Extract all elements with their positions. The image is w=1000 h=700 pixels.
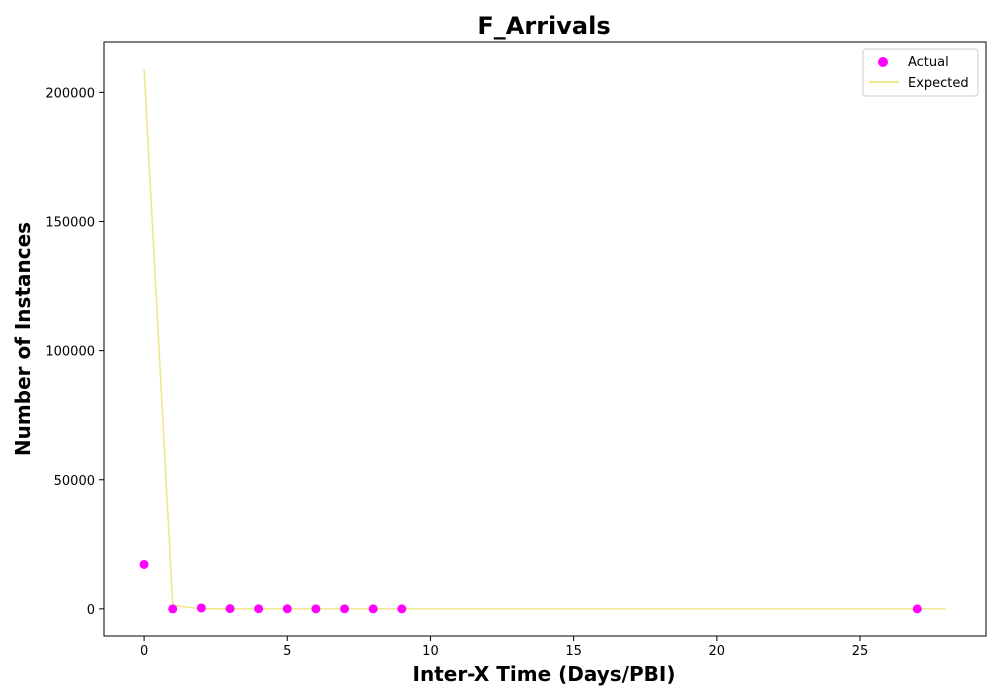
y-tick-label: 50000 (54, 474, 95, 489)
x-tick-label: 5 (283, 644, 291, 659)
x-tick-label: 0 (140, 644, 148, 659)
y-axis-label: Number of Instances (11, 222, 35, 456)
y-tick-label: 200000 (45, 86, 95, 101)
x-tick-label: 15 (565, 644, 582, 659)
plot-area (103, 41, 987, 637)
chart-title: F_Arrivals (477, 12, 610, 40)
y-tick-label: 0 (87, 603, 95, 618)
actual-point (368, 604, 378, 614)
x-tick-label: 25 (852, 644, 869, 659)
actual-point (168, 604, 178, 614)
legend-expected-label: Expected (908, 76, 969, 91)
actual-point (311, 604, 321, 614)
actual-point (282, 604, 292, 614)
actual-point (912, 604, 922, 614)
actual-point (397, 604, 407, 614)
x-axis-label: Inter-X Time (Days/PBI) (413, 662, 676, 686)
expected-line (143, 69, 946, 610)
actual-point (225, 604, 235, 614)
actual-point (340, 604, 350, 614)
legend-actual-label: Actual (908, 55, 949, 70)
legend-box (862, 48, 979, 97)
legend: Actual Expected (862, 48, 979, 97)
y-tick-label: 100000 (45, 345, 95, 360)
x-tick-label: 10 (422, 644, 439, 659)
x-tick-label: 20 (709, 644, 726, 659)
actual-point (254, 604, 264, 614)
legend-actual-marker (878, 57, 888, 67)
actual-point (196, 603, 206, 613)
actual-point (139, 559, 149, 569)
axis-ticks: 0 5 10 15 20 25 0 50000 100000 150000 200000 (45, 86, 868, 659)
series-layer (139, 69, 946, 614)
y-tick-label: 150000 (45, 215, 95, 230)
